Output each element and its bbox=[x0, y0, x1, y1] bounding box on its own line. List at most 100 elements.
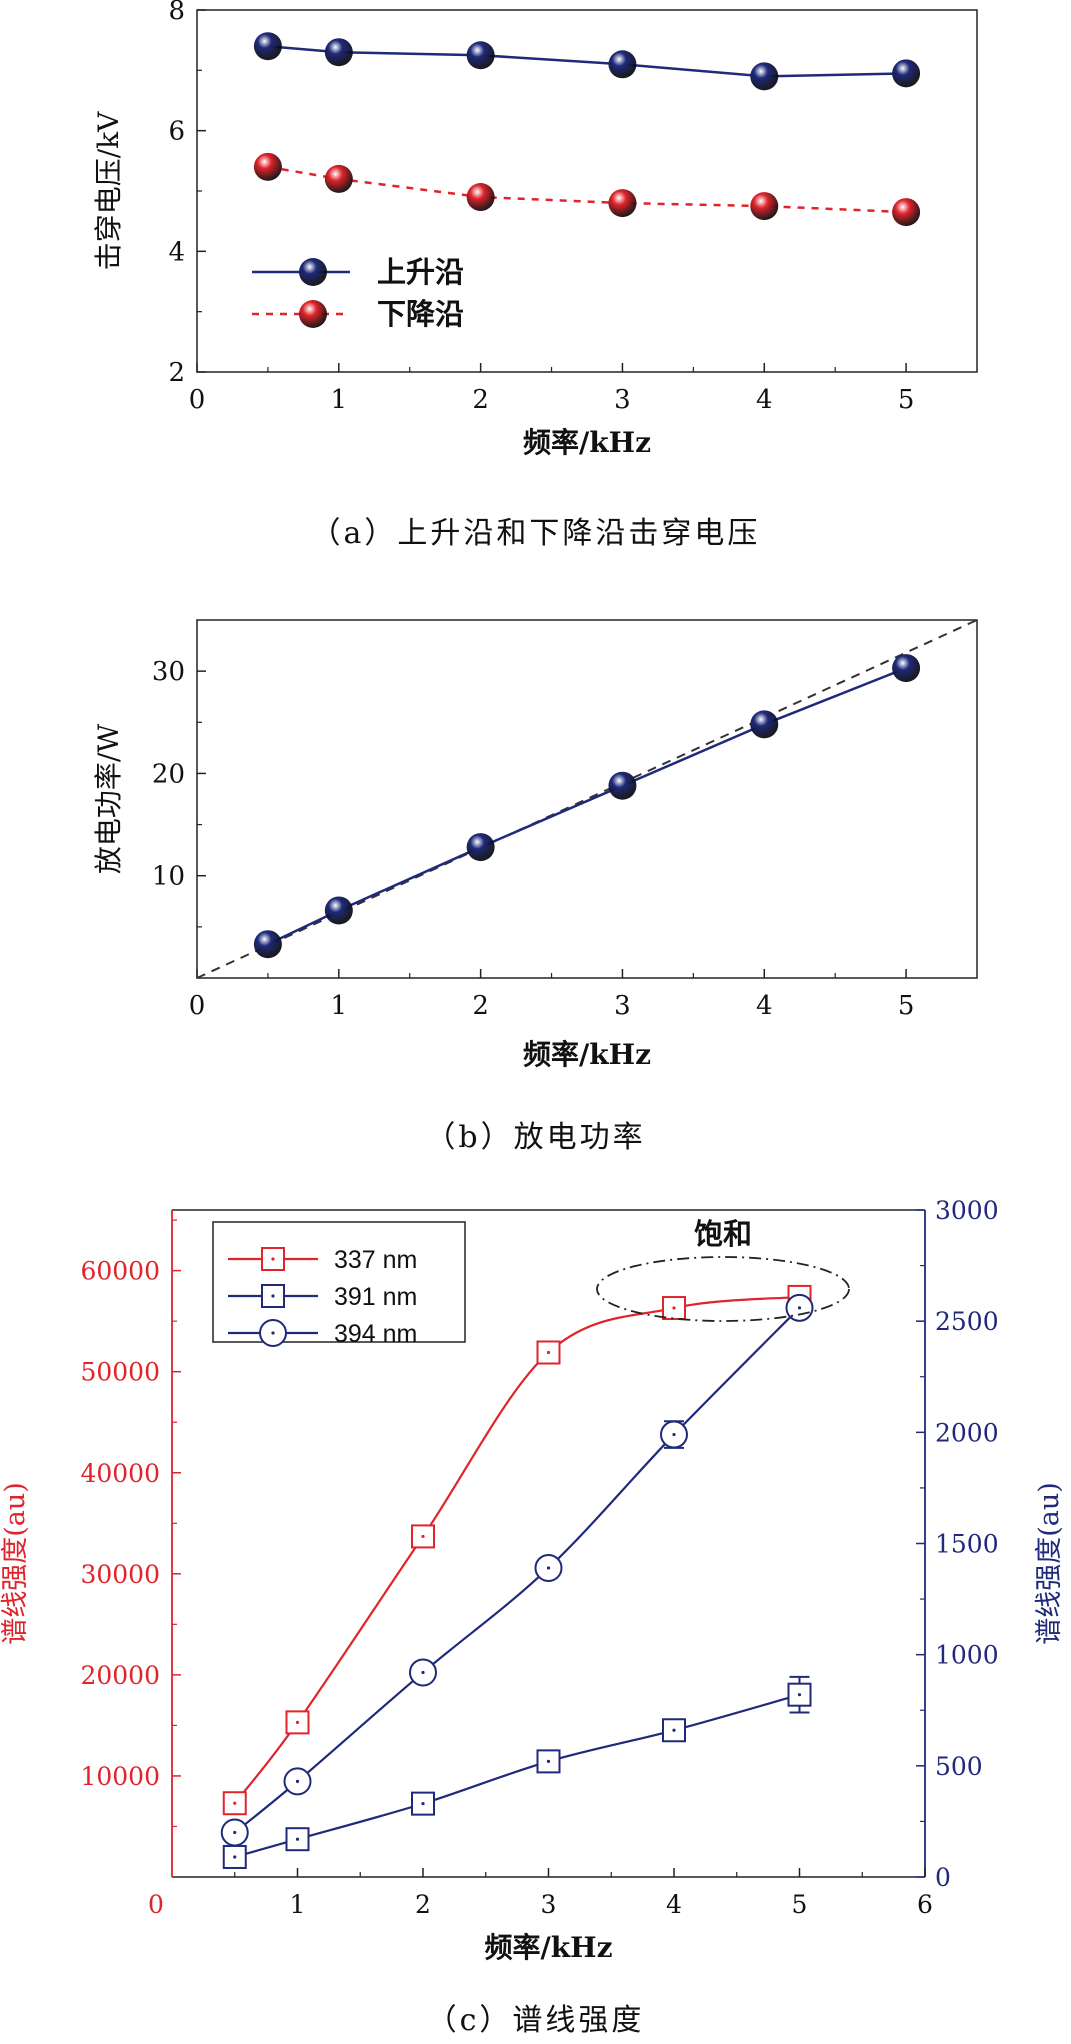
data-point-sphere bbox=[608, 50, 637, 79]
series-line bbox=[233, 1295, 800, 1804]
marker-center-dot bbox=[546, 1566, 551, 1570]
x-tick-label: 3 bbox=[614, 991, 631, 1021]
y-tick-label: 4 bbox=[168, 237, 185, 267]
marker-center-dot bbox=[233, 1855, 237, 1859]
marker-center-dot bbox=[672, 1432, 676, 1437]
data-point-sphere bbox=[750, 62, 779, 91]
y-tick-label: 8 bbox=[168, 0, 185, 26]
legend-marker bbox=[299, 258, 327, 286]
x-tick-label: 4 bbox=[666, 1890, 682, 1919]
y-tick-label: 10 bbox=[152, 862, 185, 892]
x-tick-label: 6 bbox=[917, 1890, 933, 1919]
discharge-power-chart: 0 1 2 3 4 5 10 20 30 频率/kHz 放电功率/W bbox=[92, 619, 978, 1071]
series-line bbox=[234, 1693, 800, 1859]
x-tick-label: 2 bbox=[472, 385, 489, 415]
spectral-intensity-chart: 0 1 2 3 4 5 6 10000 20000 30000 40000 50000 60000 0 50… bbox=[0, 1196, 1065, 1964]
panel-a: 0 1 2 3 4 5 2 4 6 8 频率/kHz 击穿电压/kV 上升沿 下降沿 bbox=[0, 0, 1071, 490]
x-axis-label: 频率/kHz bbox=[485, 1931, 613, 1964]
saturation-label: 饱和 bbox=[694, 1217, 752, 1251]
x-tick-label-zero: 0 bbox=[148, 1890, 164, 1919]
marker-center-dot bbox=[672, 1306, 676, 1310]
panel-c: 0 1 2 3 4 5 6 10000 20000 30000 40000 50000 60000 0 50… bbox=[0, 1180, 1071, 1970]
data-point-sphere bbox=[466, 183, 495, 212]
legend-label: 上升沿 bbox=[377, 255, 464, 289]
data-point-sphere bbox=[324, 896, 353, 925]
y-axis-label: 放电功率/W bbox=[92, 724, 125, 874]
y-left-tick-label: 50000 bbox=[80, 1358, 160, 1387]
marker-center-dot bbox=[295, 1720, 300, 1724]
x-tick-label: 4 bbox=[756, 385, 773, 415]
data-point-sphere bbox=[892, 59, 921, 88]
marker-center-dot bbox=[797, 1306, 802, 1310]
x-tick-label: 5 bbox=[792, 1890, 808, 1919]
marker-center-dot bbox=[271, 1257, 275, 1261]
legend-label: 337 nm bbox=[334, 1246, 417, 1274]
x-tick-label: 4 bbox=[756, 991, 773, 1021]
panel-b: 0 1 2 3 4 5 10 20 30 频率/kHz 放电功率/W bbox=[0, 600, 1071, 1090]
y-tick-label: 20 bbox=[152, 759, 185, 789]
data-point-sphere bbox=[253, 930, 282, 959]
y-tick-label: 6 bbox=[168, 117, 185, 147]
y-right-tick-label: 500 bbox=[935, 1752, 983, 1781]
x-tick-label: 1 bbox=[290, 1890, 306, 1919]
x-tick-label: 0 bbox=[189, 991, 206, 1021]
y-right-tick-label: 3000 bbox=[935, 1196, 999, 1225]
series-line bbox=[267, 44, 907, 78]
legend-label: 394 nm bbox=[334, 1320, 417, 1348]
marker-center-dot bbox=[421, 1670, 425, 1675]
y-tick-label: 2 bbox=[168, 358, 185, 388]
data-point-sphere bbox=[750, 192, 779, 221]
data-point-sphere bbox=[892, 198, 921, 227]
x-tick-label: 0 bbox=[189, 385, 206, 415]
y-left-tick-label: 30000 bbox=[80, 1560, 160, 1589]
x-tick-label: 2 bbox=[472, 991, 489, 1021]
x-axis-label: 频率/kHz bbox=[523, 426, 651, 459]
data-point-sphere bbox=[324, 164, 353, 193]
marker-center-dot bbox=[271, 1331, 275, 1335]
marker-center-dot bbox=[295, 1779, 300, 1783]
data-point-sphere bbox=[608, 189, 637, 218]
data-point-sphere bbox=[324, 38, 353, 67]
data-point-sphere bbox=[608, 771, 637, 800]
x-axis-label: 频率/kHz bbox=[523, 1038, 651, 1071]
marker-center-dot bbox=[271, 1294, 275, 1298]
y-axis-label: 击穿电压/kV bbox=[92, 111, 125, 270]
y-right-tick-label: 2500 bbox=[935, 1307, 999, 1336]
x-tick-label: 3 bbox=[614, 385, 631, 415]
marker-center-dot bbox=[797, 1693, 802, 1697]
marker-center-dot bbox=[421, 1802, 425, 1806]
x-tick-label: 2 bbox=[415, 1890, 431, 1919]
data-point-sphere bbox=[253, 32, 282, 61]
data-point-sphere bbox=[892, 654, 921, 683]
y-right-tick-label: 0 bbox=[935, 1863, 951, 1892]
y-tick-label: 30 bbox=[152, 657, 185, 687]
data-point-sphere bbox=[750, 710, 779, 739]
series-line bbox=[234, 1307, 801, 1834]
legend-box bbox=[212, 1221, 466, 1343]
data-point-sphere bbox=[466, 833, 495, 862]
y-right-tick-label: 1000 bbox=[935, 1641, 999, 1670]
marker-center-dot bbox=[295, 1837, 300, 1841]
x-tick-label: 1 bbox=[331, 991, 348, 1021]
caption-a: （a）上升沿和下降沿击穿电压 bbox=[310, 516, 761, 551]
series-line bbox=[267, 666, 907, 946]
marker-center-dot bbox=[233, 1830, 237, 1835]
marker-center-dot bbox=[546, 1759, 551, 1763]
caption-b: （b）放电功率 bbox=[425, 1120, 646, 1155]
saturation-ellipse bbox=[596, 1256, 850, 1322]
y-right-axis-label: 谱线强度(au) bbox=[1034, 1482, 1065, 1645]
x-tick-label: 1 bbox=[331, 385, 348, 415]
marker-center-dot bbox=[546, 1350, 551, 1355]
x-tick-label: 3 bbox=[541, 1890, 557, 1919]
y-left-axis-label: 谱线强度(au) bbox=[0, 1482, 31, 1645]
data-point-sphere bbox=[253, 152, 282, 181]
y-left-tick-label: 20000 bbox=[80, 1661, 160, 1690]
series-line bbox=[267, 165, 907, 214]
data-point-sphere bbox=[466, 41, 495, 70]
x-tick-label: 5 bbox=[898, 385, 915, 415]
y-left-tick-label: 10000 bbox=[80, 1762, 160, 1791]
legend-label: 391 nm bbox=[334, 1283, 417, 1311]
caption-c: （c）谱线强度 bbox=[426, 2003, 645, 2038]
reference-line bbox=[196, 619, 978, 979]
